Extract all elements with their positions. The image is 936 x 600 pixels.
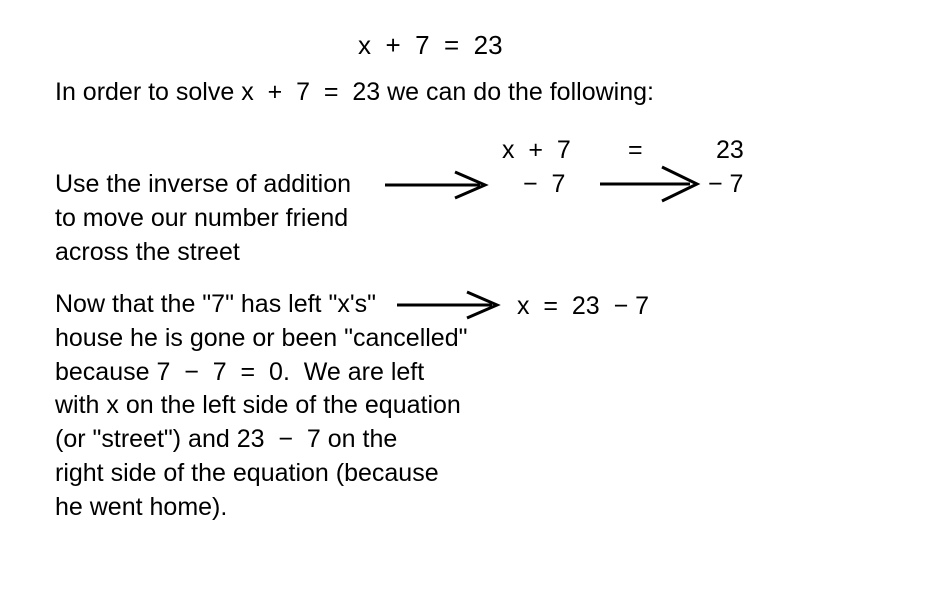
intro-text: In order to solve x + 7 = 23 we can do t… xyxy=(55,76,654,110)
step1-eq-left: x + 7 xyxy=(502,134,571,168)
step1-eq-equals: = xyxy=(628,134,643,168)
arrow-icon xyxy=(397,290,507,320)
arrow-icon xyxy=(600,164,705,204)
step2-text: Now that the "7" has left "x's" house he… xyxy=(55,288,468,524)
step1-sub-left: − 7 xyxy=(523,168,565,202)
step1-eq-right: 23 xyxy=(716,134,744,168)
page: x + 7 = 23 In order to solve x + 7 = 23 … xyxy=(0,0,936,600)
step1-sub-right: − 7 xyxy=(708,168,743,202)
title-equation: x + 7 = 23 xyxy=(358,28,503,63)
step1-text: Use the inverse of addition to move our … xyxy=(55,168,351,269)
step2-result: x = 23 − 7 xyxy=(517,290,649,324)
arrow-icon xyxy=(385,170,495,200)
